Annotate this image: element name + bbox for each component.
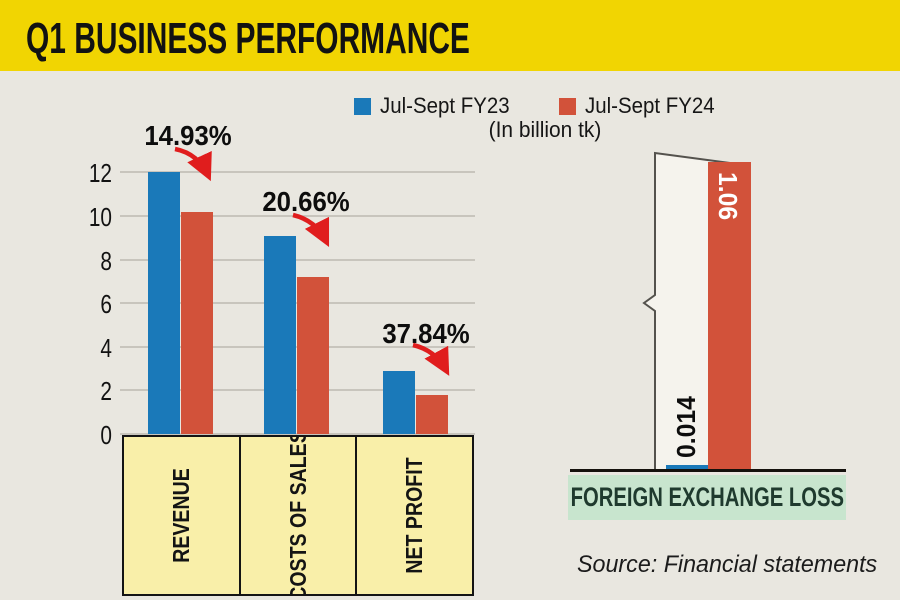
- bar-fy23-revenue: [148, 172, 180, 434]
- gridline-8: [120, 259, 475, 261]
- decline-arrow-costs-icon: [292, 212, 330, 248]
- y-tick-label-6: 6: [100, 289, 112, 319]
- bar-fy24-costs-of-sales: [297, 277, 329, 434]
- category-label-net-profit: NET PROFIT: [401, 457, 428, 574]
- legend-item-fy24: Jul-Sept FY24: [559, 93, 724, 118]
- bar-fy23-foreign-exchange-loss: [666, 465, 708, 469]
- legend-swatch-fy23-icon: [354, 97, 371, 115]
- category-box: REVENUE COSTS OF SALES NET PROFIT: [122, 435, 474, 596]
- page-title: Q1 BUSINESS PERFORMANCE: [26, 14, 470, 63]
- category-label-revenue: REVENUE: [167, 468, 194, 563]
- change-label-net-profit: 37.84%: [382, 318, 470, 349]
- legend-label-fy24: Jul-Sept FY24: [585, 93, 715, 118]
- bar-fy24-foreign-exchange-loss: [708, 162, 751, 469]
- y-tick-label-0: 0: [100, 420, 112, 450]
- y-tick-label-4: 4: [100, 333, 112, 363]
- fx-value-label-fy23: 0.014: [671, 396, 701, 458]
- header-band: Q1 BUSINESS PERFORMANCE: [0, 0, 900, 71]
- fx-axis-line: [570, 469, 846, 472]
- y-tick-label-2: 2: [100, 376, 112, 406]
- change-label-revenue: 14.93%: [144, 120, 232, 151]
- category-label-costs-of-sales: COSTS OF SALES: [284, 437, 311, 594]
- fx-category-strip: FOREIGN EXCHANGE LOSS: [568, 475, 846, 520]
- y-tick-label-12: 12: [88, 158, 112, 188]
- y-tick-label-8: 8: [100, 246, 112, 276]
- source-note: Source: Financial statements: [577, 551, 878, 578]
- y-tick-label-10: 10: [88, 202, 112, 232]
- category-cell-costs-of-sales: COSTS OF SALES: [238, 437, 356, 594]
- gridline-12: [120, 171, 475, 173]
- bar-fy24-revenue: [181, 212, 213, 434]
- category-cell-net-profit: NET PROFIT: [355, 437, 472, 594]
- bar-fy24-net-profit: [416, 395, 448, 434]
- fx-value-label-fy24: 1.06: [713, 172, 743, 221]
- fx-category-label: FOREIGN EXCHANGE LOSS: [570, 482, 844, 512]
- change-label-costs-of-sales: 20.66%: [262, 186, 350, 217]
- category-cell-revenue: REVENUE: [124, 437, 239, 594]
- bar-fy23-net-profit: [383, 371, 415, 434]
- unit-note: (In billion tk): [488, 117, 602, 142]
- gridline-0: [120, 433, 475, 435]
- legend-swatch-fy24-icon: [559, 97, 576, 115]
- legend-item-fy23: Jul-Sept FY23: [354, 93, 519, 118]
- legend-label-fy23: Jul-Sept FY23: [380, 93, 510, 118]
- bar-fy23-costs-of-sales: [264, 236, 296, 434]
